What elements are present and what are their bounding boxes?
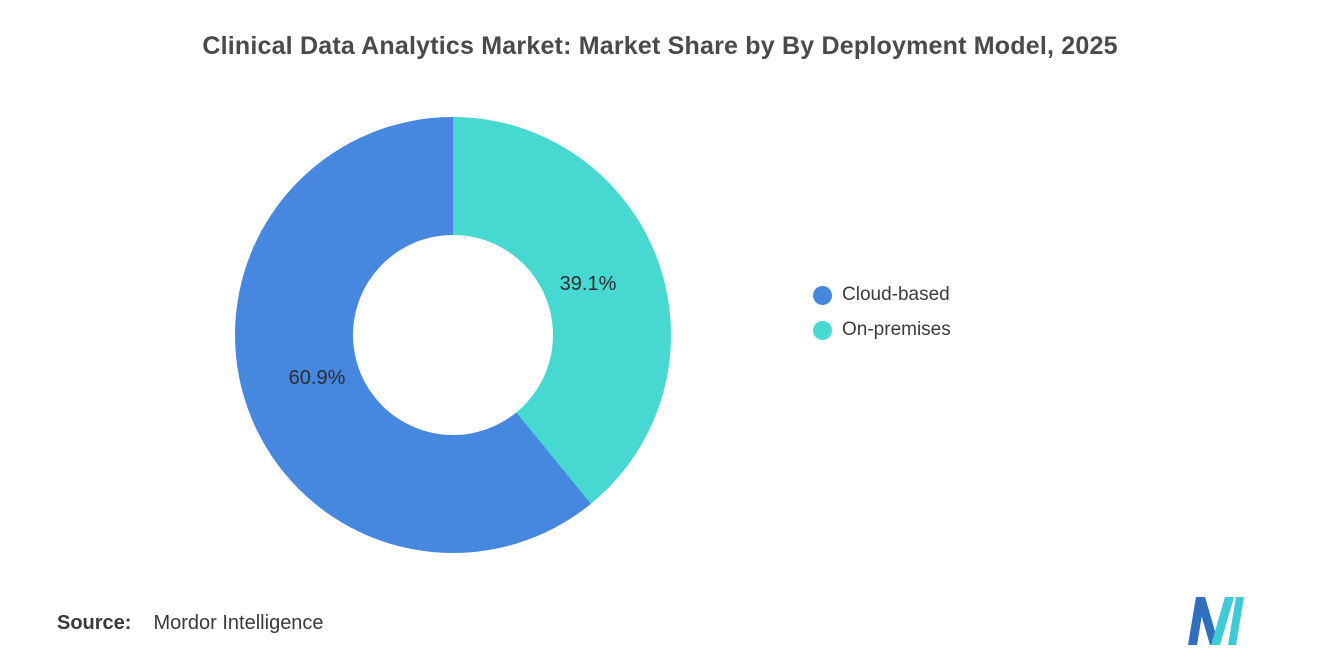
source-value: Mordor Intelligence xyxy=(153,612,324,634)
legend-item-on-premises: On-premises xyxy=(813,319,951,341)
logo-up-diagonal xyxy=(1211,597,1234,645)
source-label: Source: xyxy=(57,612,132,634)
legend-label-on-premises: On-premises xyxy=(842,319,951,340)
donut-hole xyxy=(353,235,553,435)
legend: Cloud-based On-premises xyxy=(813,284,951,341)
chart-title: Clinical Data Analytics Market: Market S… xyxy=(202,32,1118,60)
legend-marker-cloud-based xyxy=(813,285,832,305)
mordor-intelligence-logo xyxy=(1188,597,1244,645)
slice-label-cloud-based: 60.9% xyxy=(288,367,346,389)
legend-marker-on-premises xyxy=(813,320,832,340)
logo-down-diagonal xyxy=(1196,597,1219,645)
legend-label-cloud-based: Cloud-based xyxy=(842,284,950,305)
logo-right-bar xyxy=(1228,597,1244,645)
source-line: Source: Mordor Intelligence xyxy=(57,612,324,635)
legend-item-cloud-based: Cloud-based xyxy=(813,284,951,306)
slice-label-on-premises: 39.1% xyxy=(559,273,617,295)
donut-chart: 60.9% 39.1% xyxy=(235,117,671,553)
